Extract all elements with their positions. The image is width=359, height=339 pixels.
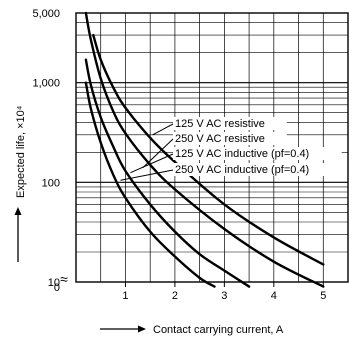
annotation-bg xyxy=(173,132,287,145)
annotation-leader xyxy=(130,153,174,174)
series-line xyxy=(84,11,325,288)
y-tick-label: 100 xyxy=(42,177,60,189)
annotation-leader xyxy=(142,138,174,169)
series-annotation: 125 V AC inductive (pf=0.4) xyxy=(175,148,309,160)
axis-break-symbol: ≈ xyxy=(60,271,68,287)
x-tick-label: 2 xyxy=(172,290,178,302)
series-annotation: 250 V AC resistive xyxy=(175,133,265,145)
series-line xyxy=(92,33,325,266)
series-annotation: 250 V AC inductive (pf=0.4) xyxy=(175,164,309,176)
annotation-bg xyxy=(173,163,342,176)
x-tick-label: 3 xyxy=(221,290,227,302)
y-zero-label: 0 xyxy=(54,282,60,294)
x-tick-label: 1 xyxy=(122,290,128,302)
annotations: 125 V AC resistive 250 V AC resistive 125 … xyxy=(173,117,342,176)
x-tick-label: 4 xyxy=(271,290,277,302)
x-axis-label-arrow-head xyxy=(138,325,146,333)
plot-border xyxy=(75,12,349,283)
x-axis-title: Contact carrying current, A xyxy=(153,324,284,336)
y-axis-title: Expected life, ×10⁴ xyxy=(15,105,27,198)
series-line xyxy=(84,81,216,288)
y-axis-label-arrow-head xyxy=(14,207,22,215)
series-annotation: 125 V AC resistive xyxy=(175,118,265,130)
annotation-bg xyxy=(173,147,342,160)
curves xyxy=(84,11,325,288)
annotation-leaders xyxy=(120,123,174,181)
annotation-leader xyxy=(120,169,174,181)
y-tick-labels: 10 100 1,000 5,000 xyxy=(32,8,60,289)
x-axis-label: Contact carrying current, A xyxy=(100,324,284,336)
x-tick-label: 5 xyxy=(320,290,326,302)
y-axis-label: Expected life, ×10⁴ xyxy=(14,105,27,262)
y-tick-label: 5,000 xyxy=(32,8,60,20)
series-line xyxy=(84,58,251,288)
annotation-leader xyxy=(152,123,174,136)
y-tick-label: 10 xyxy=(48,277,60,289)
plot-frame xyxy=(75,12,349,283)
x-tick-labels: 1 2 3 4 5 xyxy=(122,282,326,302)
y-tick-label: 1,000 xyxy=(32,78,60,90)
annotation-bg xyxy=(173,117,287,130)
grid xyxy=(76,13,348,282)
